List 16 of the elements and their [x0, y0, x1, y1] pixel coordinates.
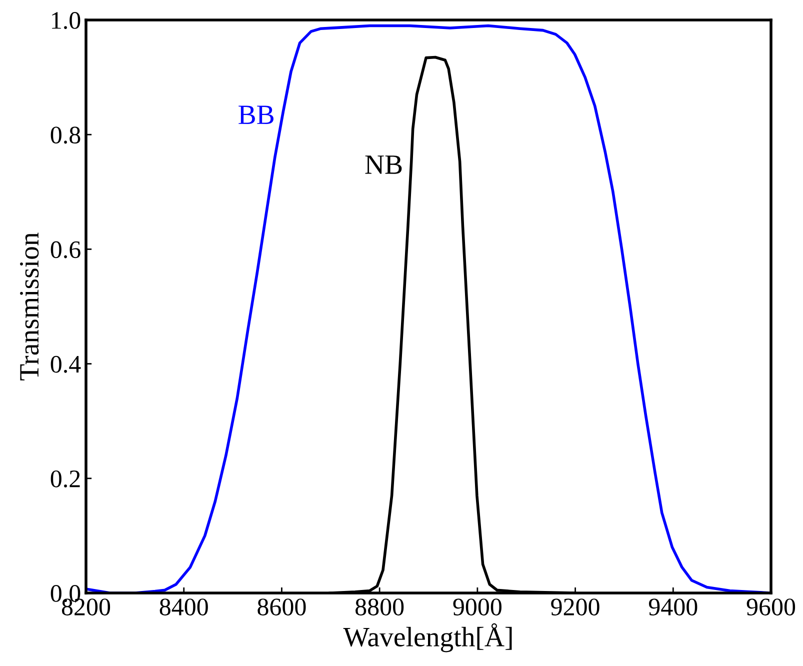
y-tick-label: 1.0	[52, 12, 80, 30]
y-axis-title: Transmission	[20, 232, 39, 380]
x-tick-label: 8800	[356, 598, 404, 616]
x-tick-label: 8400	[160, 598, 208, 616]
y-tick-label: 0.2	[50, 470, 80, 488]
y-tick-label: 0.6	[50, 241, 80, 258]
x-tick-label: 9400	[648, 598, 698, 616]
x-tick-label: 9000	[453, 598, 502, 616]
x-tick-label: 9200	[551, 598, 600, 616]
x-tick-label: 9600	[746, 598, 796, 616]
series-label: BB	[238, 106, 274, 124]
y-tick-label: 0.4	[50, 356, 81, 373]
y-tick-label: 0.8	[50, 126, 80, 144]
x-tick-label: 8600	[258, 598, 306, 616]
series-label: NB	[365, 156, 402, 174]
x-axis-title: Wavelength[Å]	[343, 623, 512, 652]
